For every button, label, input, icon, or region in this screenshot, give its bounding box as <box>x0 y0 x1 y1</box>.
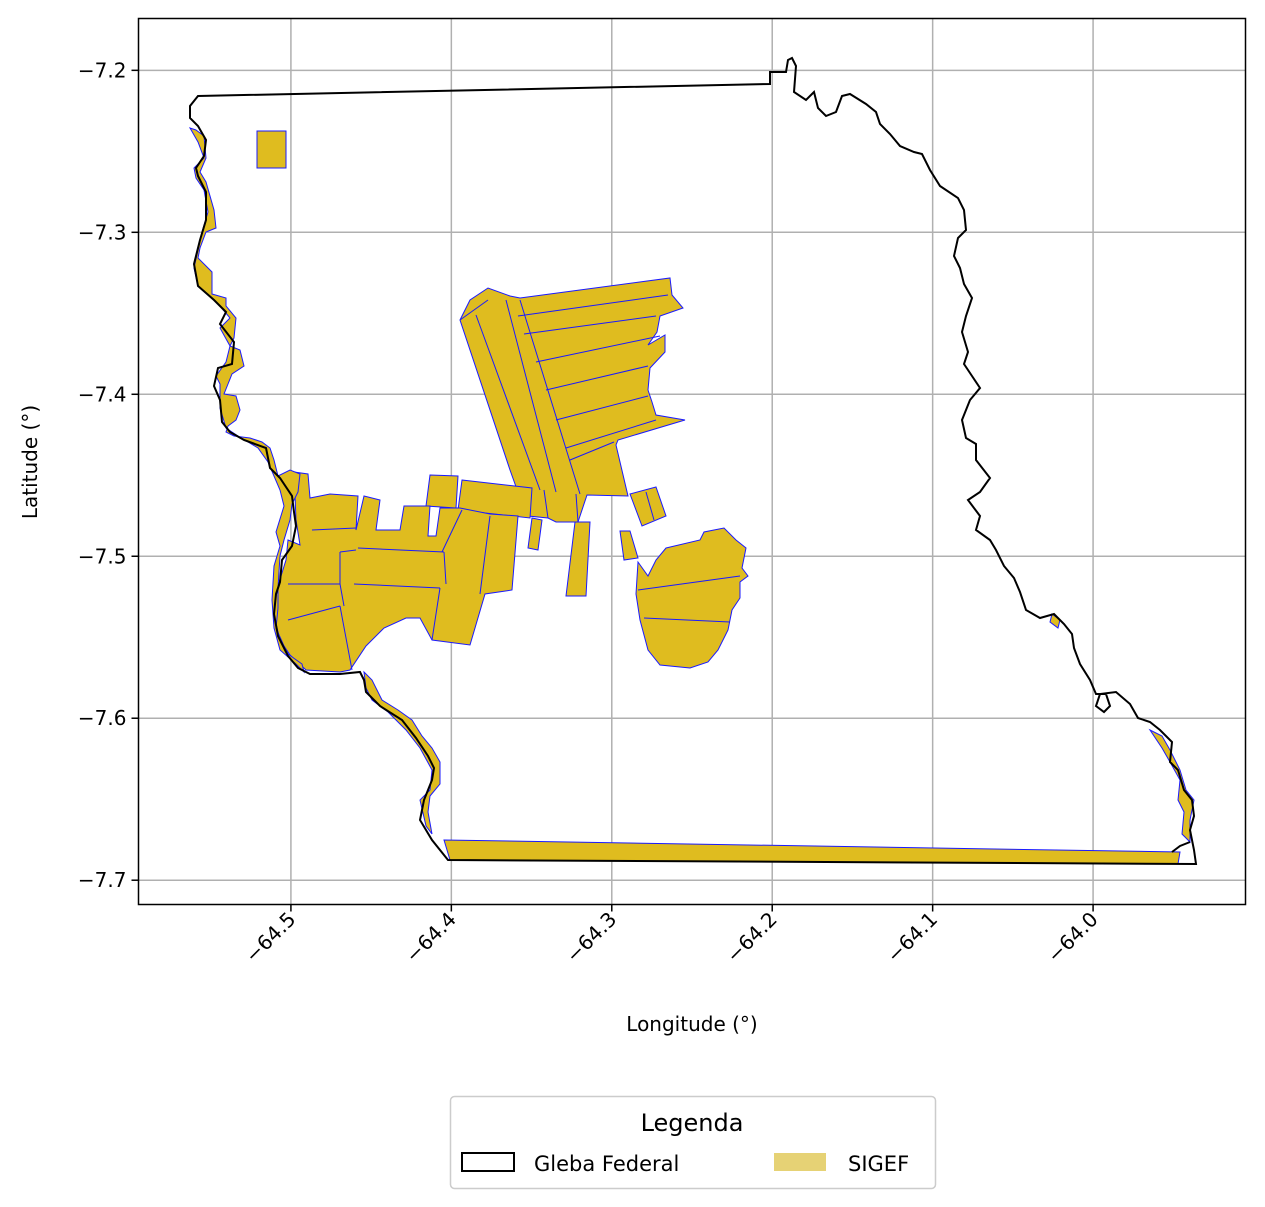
y-tick-label: −7.5 <box>78 544 127 568</box>
x-tick-label: −64.5 <box>240 907 300 967</box>
sigef-layer <box>188 127 1195 865</box>
sigef-division-line <box>637 575 741 623</box>
legend-title: Legenda <box>641 1109 744 1137</box>
sigef-parcel <box>363 670 441 835</box>
sigef-division-line <box>287 509 491 671</box>
sigef-parcel <box>425 474 459 509</box>
y-tick-label: −7.4 <box>78 382 127 406</box>
y-tick-label: −7.7 <box>78 868 127 892</box>
grid-lines <box>138 18 1246 905</box>
legend-swatch-gleba-federal <box>461 1152 515 1172</box>
y-tick-label: −7.6 <box>78 706 127 730</box>
sigef-divisions <box>287 294 741 671</box>
sigef-division-line <box>459 294 669 495</box>
gleba-federal-layer <box>189 56 1198 866</box>
x-ticks: −64.5 −64.4 −64.3 −64.2 −64.1 −64.0 <box>240 904 1103 967</box>
y-tick-label: −7.2 <box>78 58 127 82</box>
sigef-parcel <box>527 517 543 551</box>
sigef-parcel <box>457 479 533 519</box>
legend-label-sigef: SIGEF <box>848 1152 909 1176</box>
legend-swatch-sigef <box>774 1153 826 1171</box>
y-tick-label: −7.3 <box>78 220 127 244</box>
sigef-parcel <box>256 130 287 169</box>
legend: Legenda Gleba Federal SIGEF <box>449 1095 937 1190</box>
x-tick-label: −64.0 <box>1042 907 1102 967</box>
axes-frame <box>137 17 1247 906</box>
sigef-parcel <box>635 527 749 669</box>
x-tick-label: −64.2 <box>721 907 781 967</box>
sigef-parcel <box>619 530 639 561</box>
x-tick-label: −64.3 <box>561 907 621 967</box>
sigef-parcel <box>629 486 667 527</box>
y-ticks: −7.2 −7.3 −7.4 −7.5 −7.6 −7.7 <box>78 58 139 892</box>
x-tick-label: −64.4 <box>401 907 461 967</box>
gleba-federal-boundary <box>189 56 1198 866</box>
sigef-division-line <box>543 489 655 523</box>
gleba-federal-boundary <box>1171 841 1191 853</box>
x-tick-label: −64.1 <box>882 907 942 967</box>
x-axis-label: Longitude (°) <box>626 1012 757 1036</box>
sigef-parcel <box>565 521 591 597</box>
legend-label-gleba-federal: Gleba Federal <box>534 1152 679 1176</box>
y-axis-label: Latitude (°) <box>18 405 42 519</box>
